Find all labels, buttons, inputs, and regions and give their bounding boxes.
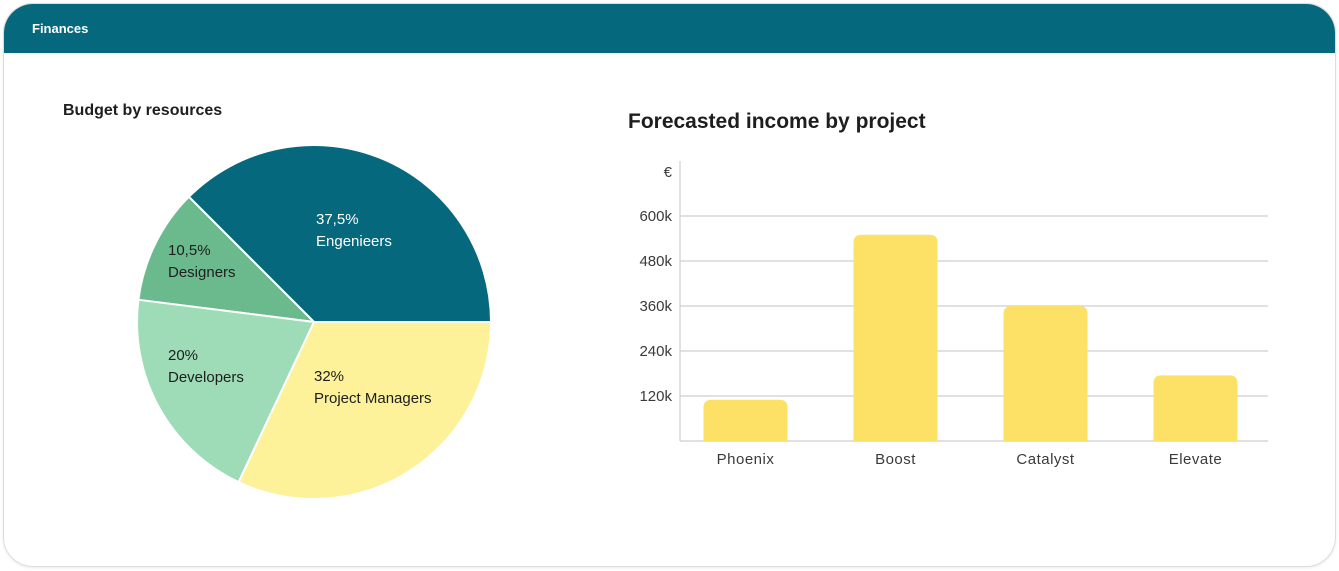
y-tick-label: 600k	[639, 208, 672, 225]
card-header: Finances	[4, 4, 1335, 53]
bar-elevate[interactable]	[1153, 375, 1238, 441]
pie-category-label: Designers	[168, 264, 236, 281]
bar-phoenix[interactable]	[703, 399, 788, 441]
y-tick-label: 360k	[639, 298, 672, 315]
y-tick-label: 240k	[639, 343, 672, 360]
y-axis-label: €	[664, 164, 673, 181]
y-tick-label: 480k	[639, 253, 672, 270]
bar-catalyst[interactable]	[1003, 306, 1088, 441]
pie-value-label: 20%	[168, 347, 198, 364]
pie-chart-title: Budget by resources	[63, 102, 223, 119]
x-tick-label: Phoenix	[717, 451, 775, 468]
card-title: Finances	[32, 21, 89, 36]
pie-slice-developers[interactable]	[136, 298, 316, 484]
y-tick-label: 120k	[639, 388, 672, 405]
x-tick-label: Catalyst	[1016, 451, 1075, 468]
x-tick-label: Elevate	[1169, 451, 1223, 468]
pie-category-label: Developers	[168, 369, 244, 386]
x-tick-label: Boost	[875, 451, 916, 468]
bar-chart-title: Forecasted income by project	[628, 110, 926, 133]
pie-value-label: 10,5%	[168, 242, 211, 259]
bar-boost[interactable]	[853, 234, 938, 441]
pie-slice-designers[interactable]	[137, 195, 317, 324]
pie-category-label: Project Managers	[314, 390, 432, 407]
pie-slice-engenieers[interactable]	[187, 144, 493, 323]
pie-slice-project-managers[interactable]	[237, 321, 493, 500]
pie-category-label: Engenieers	[316, 233, 392, 250]
pie-value-label: 37,5%	[316, 211, 359, 228]
pie-value-label: 32%	[314, 368, 344, 385]
